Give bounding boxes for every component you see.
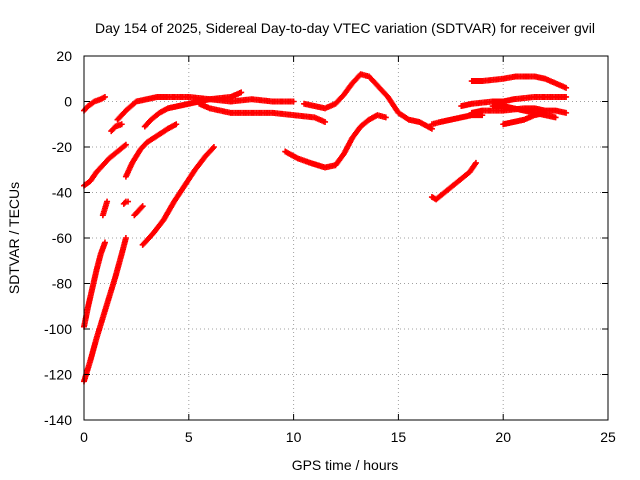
y-axis-label: SDTVAR / TECUs	[6, 182, 22, 294]
data-point	[563, 84, 570, 91]
y-tick-label: -40	[52, 185, 72, 201]
data-point	[173, 121, 180, 128]
arc-series	[99, 198, 111, 219]
data-point	[290, 98, 297, 105]
arc-series	[428, 159, 479, 203]
arc-series	[141, 96, 297, 130]
data-point	[552, 114, 559, 121]
data-point	[542, 109, 549, 116]
arc-series	[282, 112, 389, 171]
y-tick-label: 20	[56, 48, 72, 64]
x-tick-label: 25	[600, 429, 616, 445]
arc-series	[108, 121, 125, 135]
data-point	[101, 239, 108, 246]
y-tick-label: -140	[44, 412, 72, 428]
chart-title: Day 154 of 2025, Sidereal Day-to-day VTE…	[95, 20, 595, 36]
y-tick-label: 0	[64, 94, 72, 110]
arc-series	[301, 71, 435, 132]
arc-series	[139, 144, 217, 248]
arc-series	[468, 73, 570, 91]
data-point	[472, 159, 479, 166]
arc-series	[428, 112, 486, 128]
y-tick-label: -100	[44, 321, 72, 337]
y-tick-label: -60	[52, 230, 72, 246]
arc-series	[81, 141, 129, 189]
axis-ticks: 0 5 10 15 20 25 -140 -120 -100 -80 -60 -40 -20 0 20	[44, 48, 616, 445]
data-point	[125, 198, 132, 205]
x-axis-label: GPS time / hours	[292, 457, 399, 473]
data-point	[138, 204, 145, 211]
x-tick-label: 15	[391, 429, 407, 445]
x-tick-label: 5	[185, 429, 193, 445]
arc-series	[81, 93, 108, 114]
arc-series	[500, 109, 549, 128]
x-tick-label: 20	[495, 429, 511, 445]
data-point	[563, 93, 570, 100]
arc-series	[122, 121, 180, 180]
arc-series	[81, 235, 129, 385]
data-points	[81, 71, 570, 385]
y-tick-label: -120	[44, 367, 72, 383]
data-point	[322, 118, 329, 125]
arc-series	[131, 203, 146, 219]
y-tick-label: -80	[52, 276, 72, 292]
data-point	[121, 142, 128, 149]
data-point	[122, 235, 129, 241]
data-point	[101, 93, 108, 100]
data-point	[118, 121, 125, 128]
data-point	[210, 144, 217, 150]
x-tick-label: 0	[80, 429, 88, 445]
data-point	[104, 198, 111, 205]
data-point	[121, 199, 128, 206]
data-point	[139, 203, 146, 210]
data-point	[209, 145, 216, 152]
data-point	[382, 114, 389, 121]
data-point	[238, 89, 245, 96]
x-tick-label: 10	[286, 429, 302, 445]
data-point	[563, 109, 570, 116]
arc-series	[196, 100, 329, 125]
y-tick-label: -20	[52, 139, 72, 155]
arc-series	[120, 198, 132, 207]
data-point	[122, 141, 129, 148]
